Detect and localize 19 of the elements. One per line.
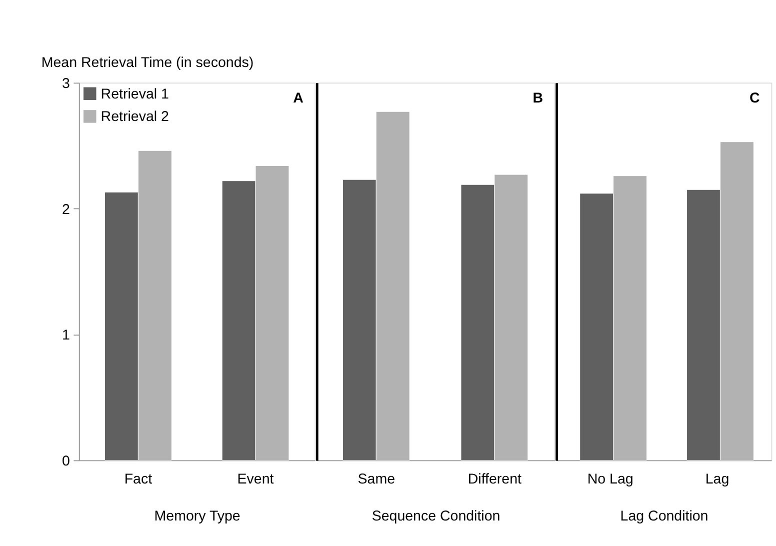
x-tick-label: Same: [358, 472, 396, 488]
y-axis-title: Mean Retrieval Time (in seconds): [41, 54, 254, 71]
y-tick-label: 2: [62, 202, 70, 218]
annotation: B: [532, 90, 544, 107]
y-tick-label: 0: [62, 453, 70, 470]
y-tick-label: 1: [62, 328, 70, 344]
x-tick-label: Lag: [705, 472, 730, 488]
x-tick-label: No Lag: [587, 472, 634, 488]
annotation: A: [293, 90, 304, 107]
legend-label: Retrieval 2: [100, 109, 169, 126]
legend-label: Retrieval 1: [100, 86, 169, 102]
annotation: C: [750, 90, 760, 107]
x-axis-title: Sequence Condition: [372, 508, 500, 525]
x-axis-title: Memory Type: [154, 508, 240, 525]
x-tick-label: Different: [468, 472, 522, 488]
x-tick-label: Fact: [124, 472, 152, 488]
x-axis-title: Lag Condition: [620, 508, 708, 525]
y-tick-label: 3: [62, 76, 70, 92]
x-tick-label: Event: [237, 472, 274, 488]
